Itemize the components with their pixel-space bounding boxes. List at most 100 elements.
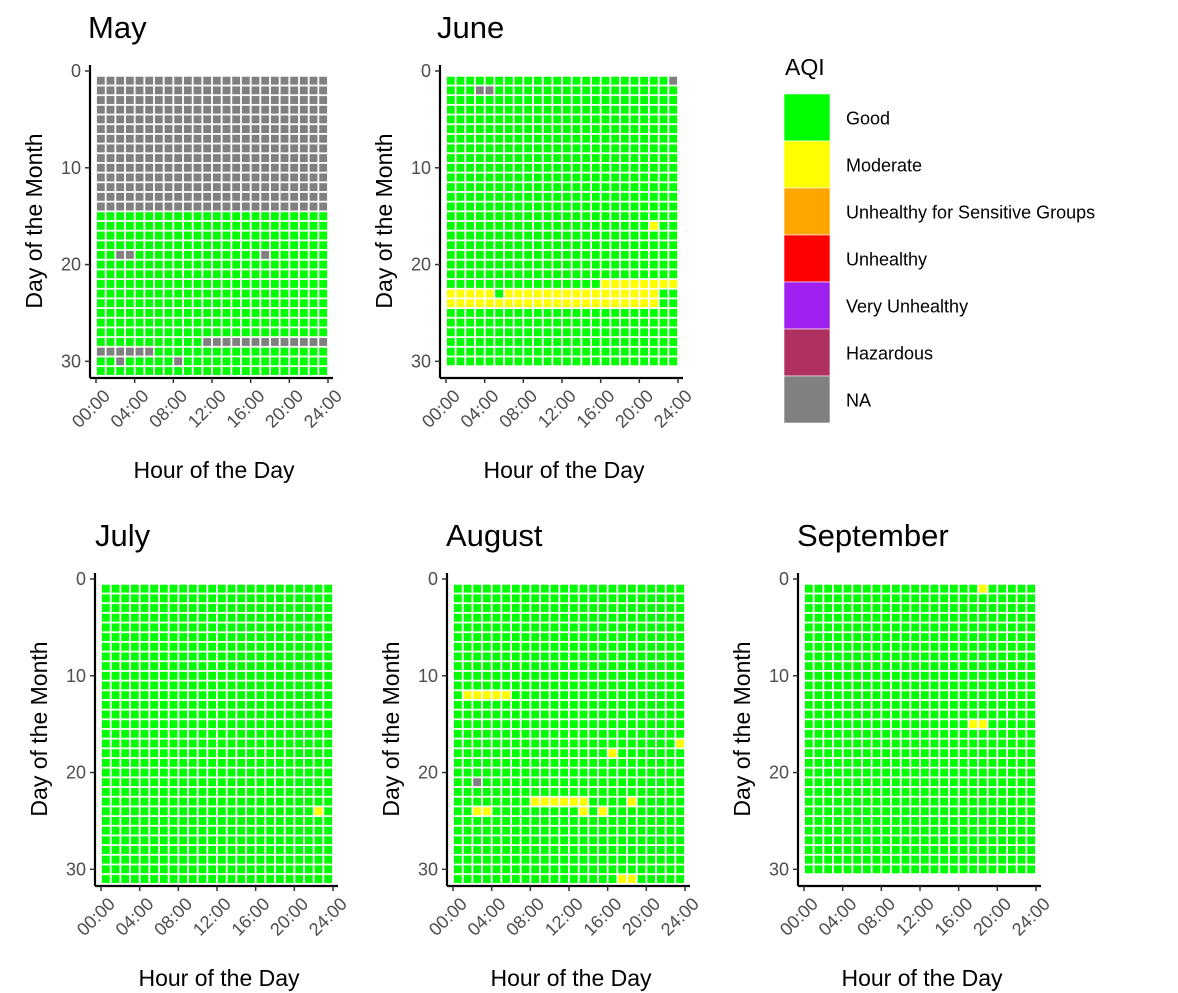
heatmap-cell [637,758,646,767]
heatmap-cell [862,710,871,719]
heatmap-cell [299,299,308,308]
heatmap-cell [446,163,455,172]
heatmap-cell [920,594,929,603]
heatmap-cell [1017,613,1026,622]
heatmap-cell [891,623,900,632]
heatmap-cell [246,817,255,825]
heatmap-cell [217,758,226,767]
heatmap-cell [314,633,323,642]
heatmap-cell [261,279,270,288]
heatmap-cell [620,289,629,298]
heatmap-cell [237,807,246,816]
heatmap-cell [901,662,910,671]
heatmap-cell [608,797,617,806]
heatmap-cell [495,270,504,279]
heatmap-cell [891,836,900,845]
heatmap-cell [251,202,260,211]
heatmap-cell [978,720,987,729]
heatmap-cell [601,212,610,221]
heatmap-cell [833,846,842,854]
heatmap-cell [804,681,813,690]
heatmap-cell [659,105,668,114]
heatmap-cell [649,338,658,346]
heatmap-cell [135,309,144,317]
heatmap-cell [862,671,871,680]
heatmap-cell [456,231,465,240]
heatmap-cell [562,96,571,104]
heatmap-cell [620,328,629,337]
heatmap-cell [637,604,646,612]
heatmap-cell [637,807,646,816]
heatmap-cell [106,163,115,172]
heatmap-cell [901,846,910,854]
heatmap-cell [482,826,491,835]
heatmap-cell [227,758,236,767]
heatmap-cell [324,584,333,593]
heatmap-cell [814,584,823,593]
heatmap-cell [96,144,105,153]
heatmap-cell [159,662,168,671]
heatmap-cell [495,347,504,356]
heatmap-cell [640,105,649,114]
heatmap-cell [232,173,241,182]
heatmap-cell [193,115,202,124]
heatmap-cell [169,652,178,661]
heatmap-cell [309,318,318,327]
heatmap-cell [261,115,270,124]
heatmap-cell [630,212,639,221]
heatmap-cell [495,289,504,298]
heatmap-cell [130,787,139,796]
heatmap-cell [174,357,183,366]
heatmap-cell [466,173,475,182]
heatmap-cell [611,231,620,240]
heatmap-cell [164,115,173,124]
heatmap-cell [183,212,192,221]
heatmap-cell [256,623,265,632]
heatmap-cell [309,357,318,366]
heatmap-cell [601,250,610,259]
heatmap-cell [241,270,250,279]
heatmap-cell [270,279,279,288]
heatmap-cell [514,338,523,346]
heatmap-cell [217,594,226,603]
heatmap-cell [969,662,978,671]
heatmap-cell [304,768,313,777]
heatmap-cell [237,865,246,874]
heatmap-cell [111,826,120,835]
heatmap-cell [285,807,294,816]
heatmap-cell [637,710,646,719]
heatmap-cell [569,787,578,796]
heatmap-cell [582,231,591,240]
heatmap-cell [290,125,299,134]
heatmap-cell [533,192,542,201]
heatmap-cell [290,202,299,211]
heatmap-cell [618,846,627,854]
x-tick-label: 12:00 [189,894,235,940]
heatmap-cell [862,594,871,603]
heatmap-cell [601,134,610,143]
heatmap-cell [598,642,607,651]
heatmap-cell [324,691,333,700]
heatmap-cell [940,604,949,612]
heatmap-cell [978,836,987,845]
heatmap-cell [492,836,501,845]
heatmap-cell [125,96,134,104]
heatmap-cell [524,289,533,298]
legend-swatch [783,140,831,189]
heatmap-cell [637,700,646,709]
heatmap-cell [314,778,323,787]
heatmap-cell [524,86,533,95]
heatmap-cell [285,768,294,777]
heatmap-cell [304,846,313,854]
heatmap-cell [582,86,591,95]
heatmap-cell [285,817,294,825]
heatmap-cell [314,729,323,738]
heatmap-cell [998,613,1007,622]
heatmap-cell [901,652,910,661]
heatmap-cell [579,817,588,825]
heatmap-cell [553,260,562,269]
heatmap-cell [550,846,559,854]
heatmap-cell [649,212,658,221]
heatmap-cell [145,76,154,85]
heatmap-cell [473,787,482,796]
